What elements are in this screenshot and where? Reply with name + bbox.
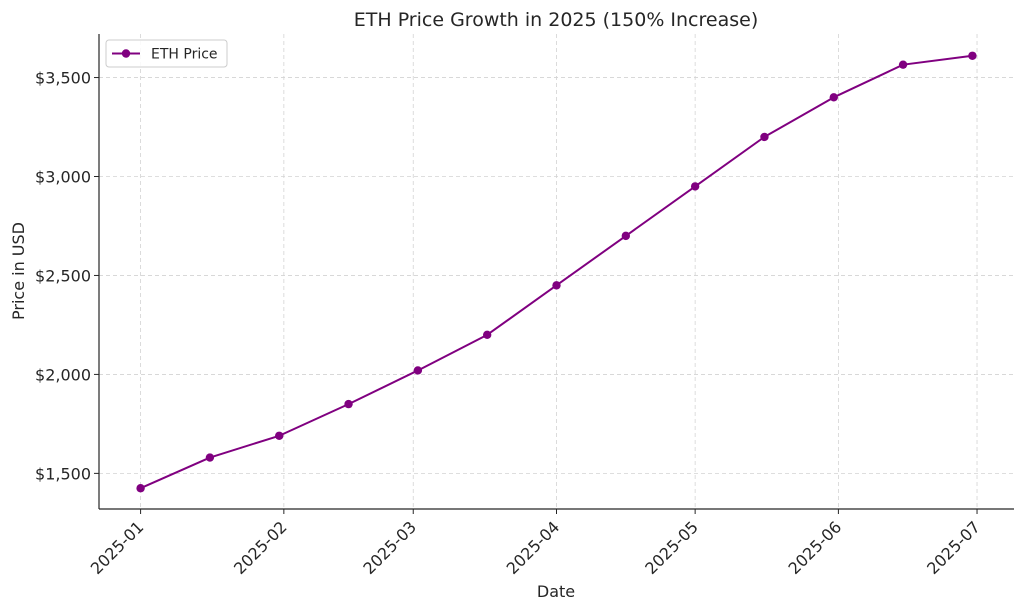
data-point[interactable] [205, 453, 215, 462]
legend-box [105, 39, 228, 68]
y-tick-label: $2,500 [35, 266, 91, 285]
x-tick-label: 2025-05 [641, 517, 702, 578]
data-point[interactable] [136, 484, 145, 493]
y-tick-label: $1,500 [35, 464, 91, 483]
x-tick-label: 2025-07 [923, 517, 984, 578]
data-point[interactable] [344, 399, 353, 409]
x-tick-label: 2025-02 [230, 517, 291, 578]
data-point[interactable] [898, 60, 908, 69]
data-point[interactable] [621, 231, 631, 241]
y-axis-label: Price in USD [9, 222, 28, 320]
data-point[interactable] [968, 51, 977, 60]
legend: ETH Price [105, 39, 228, 68]
y-tick-label: $3,000 [35, 168, 91, 187]
y-tick-label: $2,000 [35, 365, 91, 384]
x-tick-label: 2025-04 [503, 517, 564, 578]
x-tick-label: 2025-03 [359, 517, 420, 578]
data-point[interactable] [413, 366, 423, 375]
legend-marker-swatch [121, 49, 131, 58]
data-point[interactable] [552, 281, 561, 290]
x-tick-label: 2025-06 [785, 517, 846, 578]
data-point[interactable] [760, 132, 769, 142]
x-tick-label: 2025-01 [87, 517, 148, 578]
chart-title: ETH Price Growth in 2025 (150% Increase) [354, 9, 758, 31]
legend-entry-label: ETH Price [151, 47, 218, 63]
data-point[interactable] [690, 182, 700, 191]
data-point[interactable] [829, 93, 838, 102]
grid-lines [99, 34, 1014, 509]
y-axis-ticks: $1,500 $2,000 $2,500 $3,000 $3,500 [35, 69, 99, 483]
data-point[interactable] [482, 330, 492, 340]
data-point[interactable] [275, 431, 284, 440]
series-layer [136, 51, 977, 493]
x-axis-label: Date [537, 582, 575, 601]
y-tick-label: $3,500 [35, 69, 91, 88]
x-axis-ticks: 2025-01 2025-02 2025-03 2025-04 2025-05 2025-… [87, 509, 984, 578]
